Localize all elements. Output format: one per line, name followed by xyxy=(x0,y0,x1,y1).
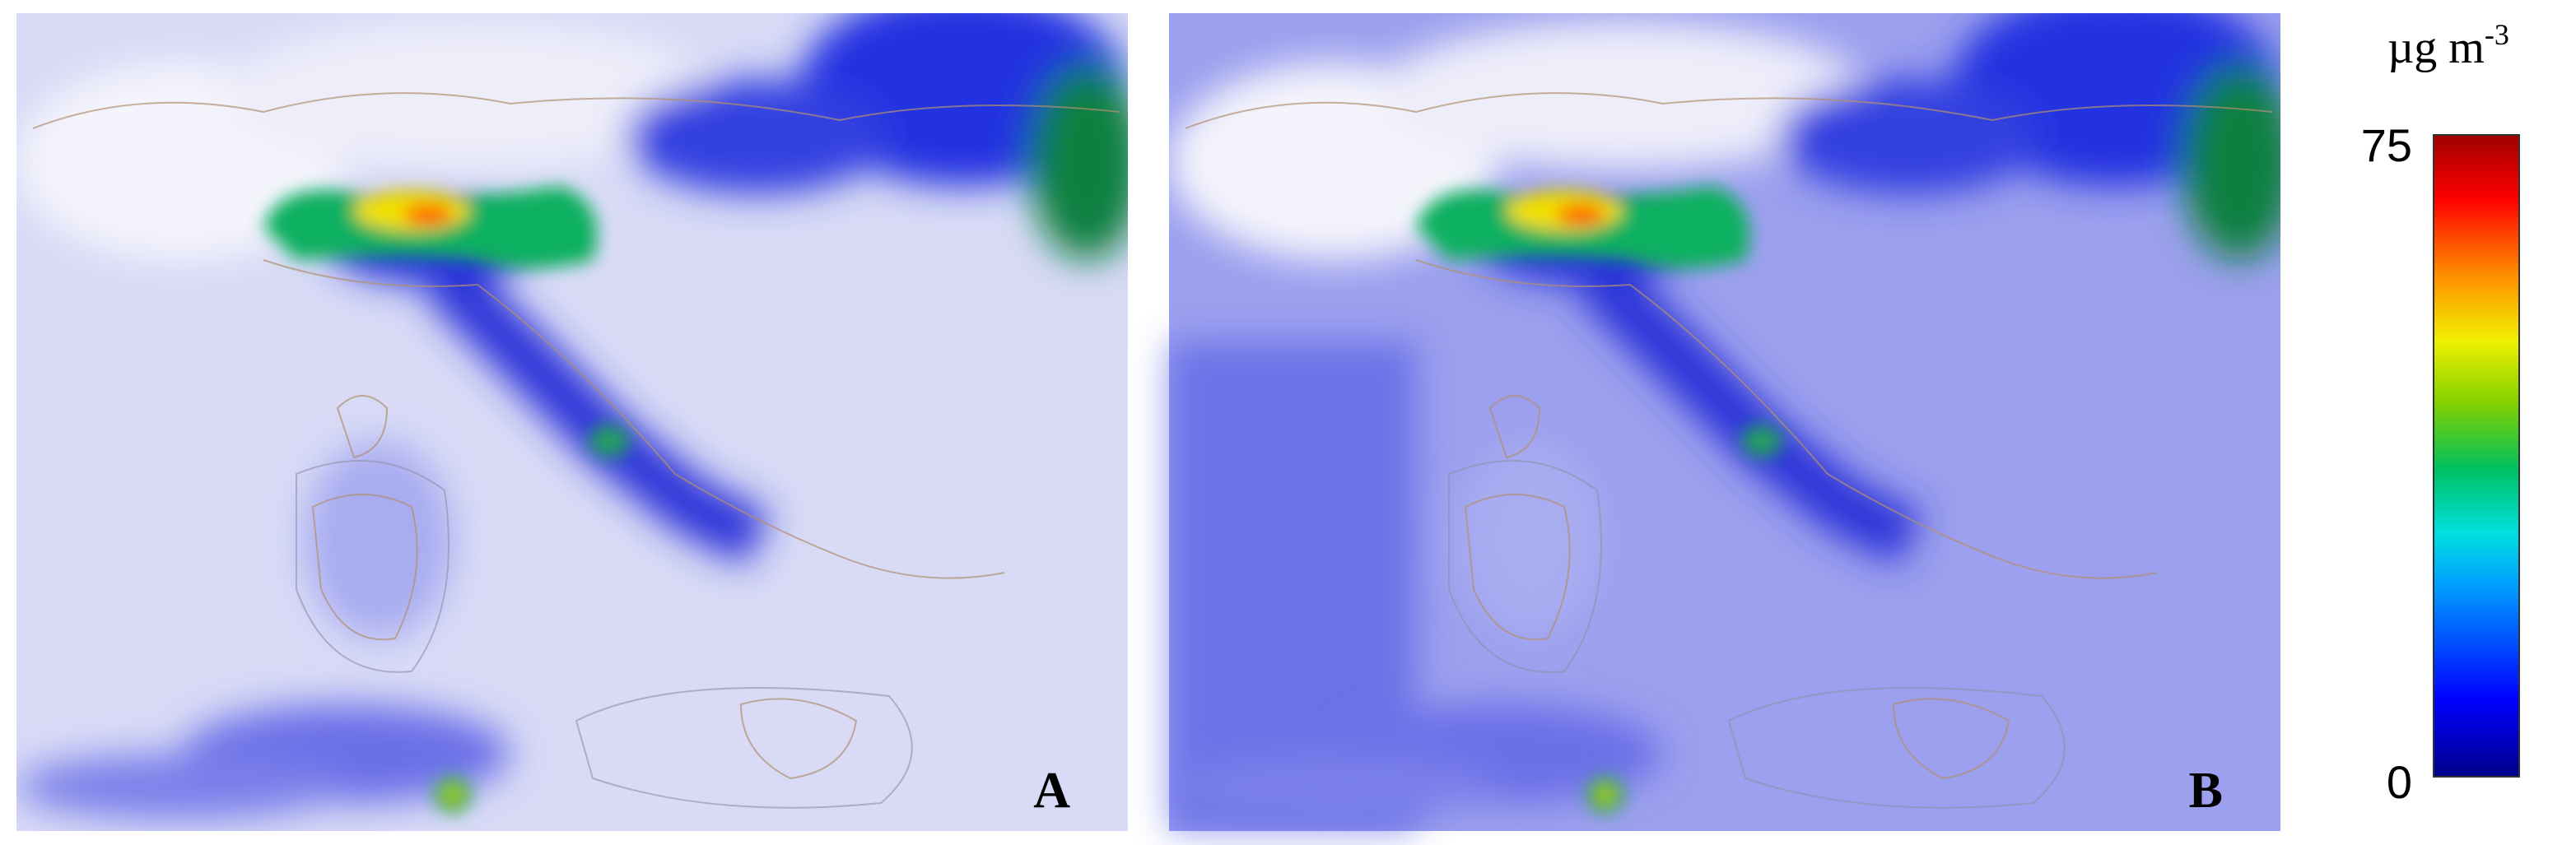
panel-b: B xyxy=(1169,0,2297,831)
colorbar-unit: µg m-3 xyxy=(2387,18,2509,73)
unit-text: µg m xyxy=(2387,22,2485,73)
colorbar-gradient xyxy=(2433,134,2520,778)
panel-a: A xyxy=(16,0,1144,831)
unit-exponent: -3 xyxy=(2485,18,2509,51)
colorbar-max-label: 75 xyxy=(2361,119,2412,171)
panel-label: A xyxy=(1033,763,1070,819)
colorbar: µg m-3 75 0 xyxy=(2361,18,2520,808)
panel-label: B xyxy=(2189,763,2223,819)
colorbar-min-label: 0 xyxy=(2387,756,2412,808)
